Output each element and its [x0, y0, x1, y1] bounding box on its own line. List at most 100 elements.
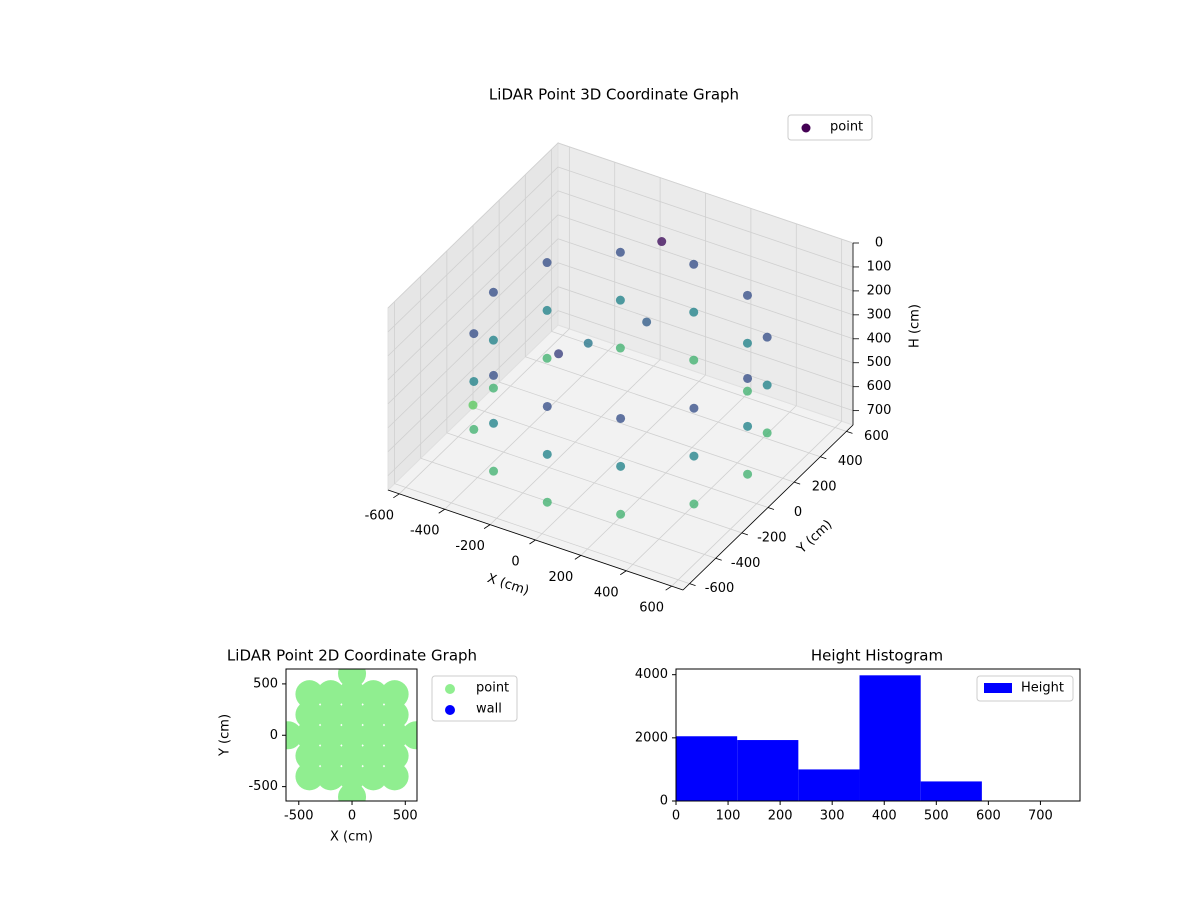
legend-label: point [830, 120, 863, 135]
point [642, 317, 652, 327]
x-tick-label: 100 [716, 809, 741, 824]
legend-label: point [476, 681, 509, 696]
point [316, 741, 345, 770]
grid-line [387, 190, 559, 357]
point [359, 741, 388, 770]
grid-line [551, 330, 847, 432]
point [689, 355, 699, 365]
bar [798, 769, 860, 801]
y-tick-label: 200 [812, 480, 837, 495]
point [488, 383, 498, 393]
point [615, 295, 625, 305]
tick-mark [794, 481, 801, 485]
legend-marker [445, 705, 455, 715]
point [743, 469, 753, 479]
point [359, 762, 388, 791]
point [316, 721, 345, 750]
y-tick-label: -600 [705, 581, 735, 596]
point [469, 376, 479, 386]
point [689, 259, 699, 269]
grid-line [525, 356, 821, 458]
point [295, 741, 324, 770]
legend-marker [801, 123, 811, 133]
tick-mark [767, 507, 775, 510]
legend-label: wall [476, 702, 502, 717]
x-tick-label: 0 [511, 555, 519, 570]
legend-box [787, 114, 873, 141]
point [616, 461, 626, 471]
point [359, 721, 388, 750]
legend-marker [984, 683, 1012, 693]
grid-line [557, 310, 854, 412]
point [542, 305, 552, 315]
chart-title: LiDAR Point 3D Coordinate Graph [489, 86, 739, 104]
x-tick-label: 400 [872, 809, 897, 824]
point [616, 509, 626, 519]
point [338, 721, 367, 750]
point [338, 700, 367, 729]
point [380, 741, 409, 770]
point [689, 307, 699, 317]
point [380, 721, 409, 750]
point [316, 700, 345, 729]
point [542, 449, 552, 459]
point [542, 353, 552, 363]
plot-area [286, 669, 417, 801]
point [743, 373, 753, 383]
tick-mark [574, 555, 582, 560]
point [380, 762, 409, 791]
grid-line [557, 214, 854, 316]
z-axis-label: H (cm) [908, 304, 923, 348]
y-tick-label: 400 [838, 454, 863, 469]
tick-mark [620, 570, 627, 576]
y-tick-label: -500 [248, 779, 278, 794]
chart-title: Height Histogram [811, 647, 943, 665]
point [583, 338, 593, 348]
y-tick-label: -200 [757, 530, 787, 545]
grid-line [387, 286, 559, 452]
z-tick-label: 0 [875, 236, 883, 251]
point [542, 497, 552, 507]
z-tick-label: 500 [867, 355, 892, 370]
legend-box [431, 675, 518, 722]
grid-line [420, 457, 716, 559]
tick-mark [529, 539, 536, 545]
z-tick-label: 400 [867, 331, 892, 346]
grid-line [557, 190, 854, 292]
point [469, 424, 479, 434]
tick-mark [665, 585, 672, 591]
chart-title: LiDAR Point 2D Coordinate Graph [227, 647, 477, 665]
x-tick-label: 500 [924, 809, 949, 824]
point [615, 247, 625, 257]
point [338, 680, 367, 709]
y-tick-label: -400 [731, 556, 761, 571]
tick-mark [846, 430, 853, 434]
point [616, 413, 626, 423]
point [742, 290, 752, 300]
legend-marker [445, 684, 455, 694]
point [295, 680, 324, 709]
x-tick-label: 400 [594, 585, 619, 600]
point [657, 237, 667, 247]
tick-mark [741, 532, 748, 536]
z-tick-label: 300 [867, 307, 892, 322]
x-tick-label: -600 [365, 508, 395, 523]
point [542, 258, 552, 268]
point [338, 741, 367, 770]
axes-frame [675, 668, 1081, 802]
point [338, 762, 367, 791]
point [762, 428, 772, 438]
x-tick-label: 600 [976, 809, 1001, 824]
y-axis-label: Y (cm) [218, 714, 233, 757]
tick-mark [820, 456, 827, 460]
point [359, 700, 388, 729]
point [489, 418, 499, 428]
y-tick-label: 500 [253, 676, 278, 691]
y-tick-label: 0 [270, 728, 278, 743]
point [689, 403, 699, 413]
point [489, 466, 499, 476]
y-tick-label: 4000 [635, 667, 668, 682]
tick-mark [483, 524, 491, 529]
bar [737, 740, 799, 801]
